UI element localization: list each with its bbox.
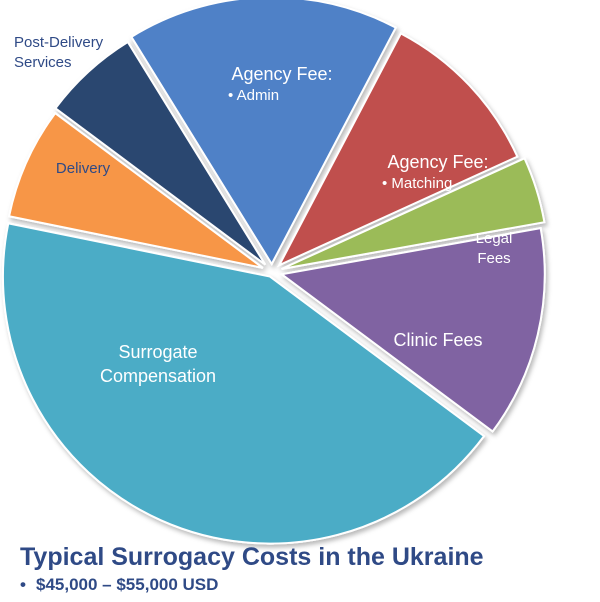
pie-slice-5 xyxy=(1,222,486,545)
slice-sublabel-3: Fees xyxy=(477,250,510,267)
pie-slice-1 xyxy=(130,0,398,267)
slice-sublabel-2: • Matching xyxy=(382,175,452,192)
bullet-icon: • xyxy=(20,575,26,594)
slice-label-4: Clinic Fees xyxy=(393,330,482,350)
slice-label-3: Legal xyxy=(476,230,513,247)
slice-label-2: Agency Fee: xyxy=(387,152,488,172)
slice-label-1: Agency Fee: xyxy=(231,64,332,84)
slice-sublabel-5: Compensation xyxy=(100,366,216,386)
pie-slices xyxy=(1,0,546,545)
pie-slice-2 xyxy=(277,32,519,268)
slice-label-5: Surrogate xyxy=(118,342,197,362)
pie-labels: Agency Fee: • Admin Agency Fee: • Matching L… xyxy=(14,34,512,386)
chart-caption: Typical Surrogacy Costs in the Ukraine •… xyxy=(20,542,590,596)
slice-label-6: Delivery xyxy=(56,160,111,177)
pie-slice-4 xyxy=(279,227,546,433)
pie-slice-6 xyxy=(7,111,264,269)
chart-subtitle: $45,000 – $55,000 USD xyxy=(36,575,219,594)
chart-subtitle-row: • $45,000 – $55,000 USD xyxy=(20,574,590,596)
chart-title: Typical Surrogacy Costs in the Ukraine xyxy=(20,543,484,571)
slice-sublabel-1: • Admin xyxy=(228,87,279,104)
pie-slice-3 xyxy=(281,156,546,271)
slice-sublabel-7: Services xyxy=(14,54,72,71)
pie-slice-7 xyxy=(54,40,267,266)
slice-label-7: Post-Delivery xyxy=(14,34,104,51)
